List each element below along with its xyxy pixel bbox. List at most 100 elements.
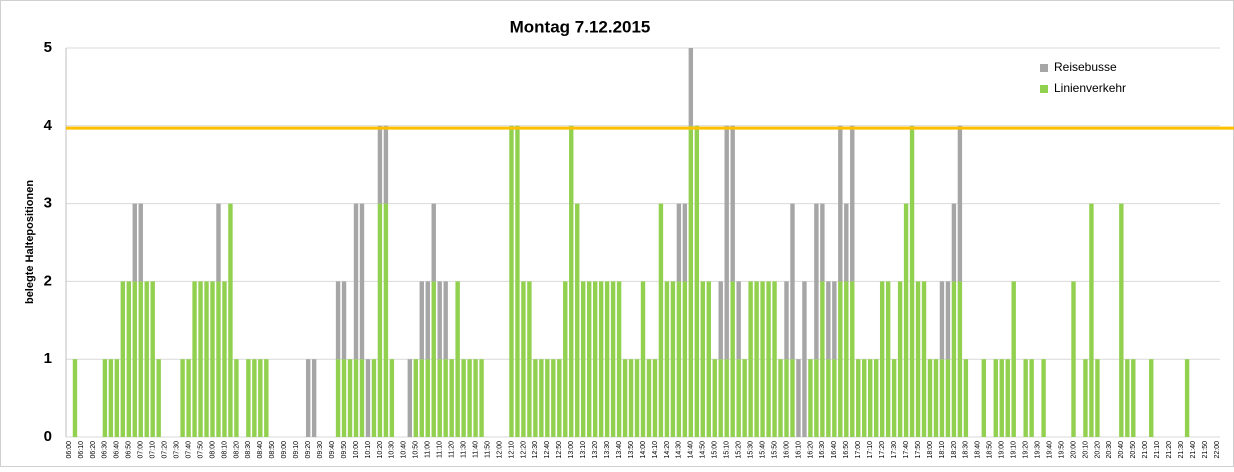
bar (563, 281, 568, 437)
x-tick-label: 20:00 (1070, 441, 1077, 459)
bar (873, 359, 879, 437)
bar (736, 281, 741, 360)
x-tick-label: 21:50 (1202, 441, 1209, 459)
bar (742, 359, 747, 437)
bar (371, 359, 377, 437)
bar (1131, 359, 1136, 437)
bar (688, 125, 694, 438)
y-tick-label: 3 (44, 195, 52, 212)
bar (449, 359, 454, 437)
bar (1011, 281, 1016, 437)
bar (760, 281, 765, 437)
x-tick-label: 17:50 (915, 441, 922, 459)
bar (945, 281, 951, 360)
x-tick-label: 12:20 (520, 441, 527, 459)
x-tick-label: 14:00 (640, 441, 647, 459)
bar (957, 125, 963, 282)
bar (264, 359, 269, 437)
x-tick-label: 12:50 (556, 441, 563, 459)
bar (377, 125, 383, 204)
bar (754, 281, 759, 437)
bar (802, 281, 807, 437)
x-tick-label: 13:00 (568, 441, 575, 459)
bar (210, 281, 215, 437)
bar (933, 359, 939, 437)
x-tick-label: 10:40 (401, 441, 408, 459)
bar (784, 281, 789, 360)
bar (425, 281, 430, 360)
bar (455, 281, 460, 437)
bar (557, 359, 562, 437)
x-tick-label: 09:20 (305, 441, 312, 459)
bar (216, 281, 221, 437)
x-tick-label: 08:50 (269, 441, 276, 459)
x-tick-label: 13:40 (616, 441, 623, 459)
x-tick-label: 15:50 (771, 441, 778, 459)
chart-title: Montag 7.12.2015 (510, 17, 651, 36)
x-tick-label: 06:20 (90, 441, 97, 459)
bar (138, 203, 143, 282)
x-tick-label: 19:10 (1011, 441, 1018, 459)
x-tick-label: 21:00 (1142, 441, 1149, 459)
legend-swatch (1040, 64, 1048, 72)
bar (868, 359, 873, 437)
bar (850, 281, 855, 437)
bar (790, 203, 795, 360)
bar (592, 281, 598, 437)
x-tick-label: 06:30 (102, 441, 109, 459)
bar (138, 281, 143, 437)
bar (598, 281, 604, 437)
bar (419, 359, 424, 437)
bar (192, 281, 197, 437)
bar (389, 359, 395, 437)
bar (724, 359, 729, 437)
bar (832, 281, 837, 360)
x-tick-label: 09:10 (293, 441, 300, 459)
y-tick-label: 5 (44, 39, 52, 56)
x-tick-label: 13:50 (628, 441, 635, 459)
bar (658, 203, 664, 437)
bar (204, 281, 209, 437)
bar (850, 125, 855, 282)
x-tick-label: 12:40 (544, 441, 551, 459)
bar (305, 359, 311, 437)
bar (688, 48, 694, 126)
bar (353, 203, 359, 360)
bar (844, 281, 849, 437)
bar (114, 359, 120, 437)
bar (246, 359, 251, 437)
x-tick-label: 06:10 (78, 441, 85, 459)
bar (808, 359, 813, 437)
x-tick-label: 07:20 (162, 441, 169, 459)
x-tick-label: 14:10 (652, 441, 659, 459)
bar (951, 203, 957, 282)
bar (156, 359, 161, 437)
x-tick-label: 11:50 (484, 441, 491, 458)
bar (784, 359, 789, 437)
x-tick-label: 16:10 (795, 441, 802, 459)
bar (545, 359, 550, 437)
bar (730, 125, 735, 282)
x-tick-label: 15:40 (759, 441, 766, 459)
x-tick-label: 22:00 (1214, 441, 1221, 459)
y-tick-label: 0 (44, 428, 52, 445)
x-tick-label: 11:30 (460, 441, 467, 458)
bar (706, 281, 711, 437)
bar (790, 359, 795, 437)
bar (467, 359, 472, 437)
x-tick-label: 17:10 (867, 441, 874, 459)
bar (1149, 359, 1154, 437)
bar (234, 359, 239, 437)
x-tick-label: 14:20 (664, 441, 671, 459)
bar (198, 281, 203, 437)
bar (132, 281, 137, 437)
legend-label: Reisebusse (1054, 60, 1117, 74)
x-tick-label: 20:20 (1094, 441, 1101, 459)
bar (1029, 359, 1034, 437)
x-tick-label: 07:10 (150, 441, 157, 459)
x-tick-label: 17:00 (855, 441, 862, 459)
bar (939, 281, 945, 360)
x-tick-label: 10:00 (353, 441, 360, 459)
x-tick-label: 11:20 (449, 441, 456, 458)
